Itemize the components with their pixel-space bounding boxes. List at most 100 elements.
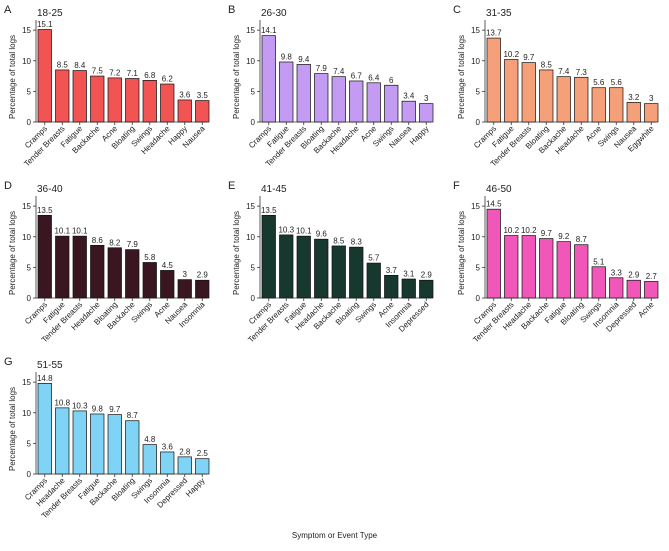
data-label-happy: 2.5 xyxy=(197,449,209,458)
data-label-fatigue: 10.1 xyxy=(296,227,312,236)
y-axis-label: Percentage of total logs xyxy=(8,211,17,295)
bar-bloating xyxy=(107,247,122,299)
y-tick-label: 5 xyxy=(251,263,256,272)
data-label-cramps: 13.7 xyxy=(486,29,502,38)
panel-d: D 36-40 Percentage of total logs 0 5 10 15 13.5… xyxy=(4,180,210,344)
y-axis-label: Percentage of total logs xyxy=(8,35,17,119)
y-tick-label: 10 xyxy=(471,233,480,242)
data-label-swings: 6 xyxy=(389,76,394,85)
y-axis-label: Percentage of total logs xyxy=(232,35,241,119)
bar-depressed xyxy=(177,456,192,475)
y-tick-label: 0 xyxy=(27,470,32,479)
y-axis-label: Percentage of total logs xyxy=(232,211,241,295)
bar-swings xyxy=(384,84,399,123)
bar-fatigue xyxy=(90,413,105,475)
data-label-acne: 3.7 xyxy=(386,266,398,275)
y-axis-label: Percentage of total logs xyxy=(8,387,17,471)
bar-fatigue xyxy=(279,61,294,123)
bar-bloating xyxy=(574,244,589,299)
data-label-nausea: 3.2 xyxy=(628,93,640,102)
data-label-headache: 7.3 xyxy=(576,68,588,77)
panel-letter: C xyxy=(453,4,461,16)
bar-fatigue xyxy=(55,235,70,299)
panel-title: 18-25 xyxy=(37,8,63,19)
bar-cramps xyxy=(486,208,501,299)
y-tick-label: 15 xyxy=(22,378,31,387)
bar-nausea xyxy=(401,100,416,123)
data-label-fatigue: 9.8 xyxy=(92,404,104,413)
y-axis-label: Percentage of total logs xyxy=(457,211,466,295)
bar-insomnia xyxy=(160,451,175,475)
data-label-tender-breasts: 10.3 xyxy=(72,401,88,410)
bar-swings xyxy=(609,87,624,123)
bar-tender-breasts xyxy=(55,69,70,123)
bar-acne xyxy=(591,87,606,123)
bar-nausea xyxy=(195,100,210,123)
panel-title: 31-35 xyxy=(486,8,512,19)
bar-nausea xyxy=(177,279,192,299)
panel-letter: A xyxy=(4,4,12,16)
data-label-cramps: 13.5 xyxy=(37,206,53,215)
x-tick-label-acne: Acne xyxy=(636,300,656,320)
data-label-acne: 5.6 xyxy=(593,78,605,87)
y-tick-label: 10 xyxy=(22,409,31,418)
panel-title: 46-50 xyxy=(486,184,512,195)
y-tick-label: 0 xyxy=(27,118,32,127)
panel-title: 41-45 xyxy=(261,184,287,195)
x-tick-label-happy: Happy xyxy=(408,124,431,147)
bar-cramps xyxy=(261,214,276,299)
data-label-insomnia: 3.3 xyxy=(611,268,623,277)
data-label-cramps: 14.5 xyxy=(486,200,502,209)
y-tick-label: 5 xyxy=(27,439,32,448)
bar-cramps xyxy=(37,383,52,475)
data-label-headache: 10.2 xyxy=(521,226,537,235)
bar-tender-breasts xyxy=(521,62,536,123)
panel-title: 36-40 xyxy=(37,184,63,195)
data-label-insomnia: 2.9 xyxy=(197,271,209,280)
bar-nausea xyxy=(626,102,641,123)
bar-acne xyxy=(107,77,122,123)
panel-letter: B xyxy=(228,4,235,16)
data-label-bloating: 8.2 xyxy=(109,238,121,247)
data-label-backache: 7.4 xyxy=(558,67,570,76)
data-label-tender-breasts: 10.3 xyxy=(278,225,294,234)
panel-title: 51-55 xyxy=(37,360,63,371)
y-tick-label: 5 xyxy=(476,87,481,96)
data-label-backache: 7.5 xyxy=(92,67,104,76)
data-label-swings: 5.6 xyxy=(611,78,623,87)
bar-cramps xyxy=(261,35,276,123)
bar-cramps xyxy=(37,214,52,299)
bar-fatigue xyxy=(72,70,87,123)
bar-fatigue xyxy=(296,235,311,299)
data-label-tender-breasts: 9.4 xyxy=(298,55,310,64)
bar-acne xyxy=(644,281,659,299)
bar-tender-breasts xyxy=(72,410,87,475)
bar-bloating xyxy=(125,78,140,123)
data-label-happy: 3 xyxy=(424,94,429,103)
bar-depressed xyxy=(419,279,434,299)
data-label-bloating: 8.3 xyxy=(351,238,363,247)
bar-tender-breasts xyxy=(504,235,519,299)
data-label-nausea: 3.4 xyxy=(403,92,415,101)
bar-bloating xyxy=(314,73,329,123)
y-tick-label: 15 xyxy=(22,26,31,35)
data-label-tender-breasts: 10.1 xyxy=(72,227,88,236)
bar-backache xyxy=(107,414,122,475)
panel-g: G 51-55 Percentage of total logs 0 5 10 15 14.8… xyxy=(4,356,210,520)
bar-backache xyxy=(539,238,554,299)
y-tick-label: 5 xyxy=(27,87,32,96)
bar-bloating xyxy=(539,69,554,123)
data-label-acne: 6.4 xyxy=(368,73,380,82)
panel-letter: D xyxy=(4,180,12,192)
data-label-fatigue: 8.4 xyxy=(74,61,86,70)
data-label-tender-breasts: 10.2 xyxy=(503,226,519,235)
data-label-cramps: 14.8 xyxy=(37,374,53,383)
data-label-backache: 7.4 xyxy=(333,67,345,76)
y-tick-label: 15 xyxy=(246,26,255,35)
bar-backache xyxy=(125,249,140,299)
y-tick-label: 0 xyxy=(476,294,481,303)
data-label-depressed: 2.9 xyxy=(421,271,433,280)
data-label-eggwhite: 3 xyxy=(649,94,654,103)
panel-letter: E xyxy=(228,180,235,192)
bar-insomnia xyxy=(609,277,624,299)
